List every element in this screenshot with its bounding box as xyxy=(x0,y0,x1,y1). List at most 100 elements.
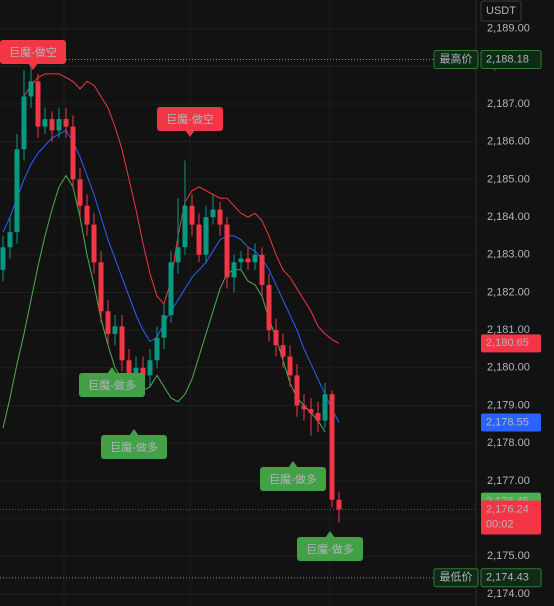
currency-button[interactable] xyxy=(480,0,522,22)
grid xyxy=(0,28,476,595)
price-tag-label: 2,178.55 xyxy=(486,416,529,428)
annotation-text: 巨魔-做多 xyxy=(306,542,354,556)
y-tick-label: 2,177.00 xyxy=(487,475,530,487)
candle-body xyxy=(35,81,41,127)
candle-body xyxy=(203,217,209,255)
candle-body xyxy=(315,413,321,421)
annotation-text: 巨魔-做多 xyxy=(110,440,158,454)
price-tag xyxy=(481,413,541,432)
annotation-box xyxy=(79,373,145,397)
annotation-box xyxy=(101,435,167,459)
annotation: 巨魔-做多 xyxy=(297,531,363,561)
annotation: 巨魔-做空 xyxy=(0,40,66,70)
candle-body xyxy=(308,409,314,414)
y-tick-label: 2,189.00 xyxy=(487,23,530,35)
candle-body xyxy=(140,367,146,376)
low_mark-value: 2,174.43 xyxy=(486,572,529,584)
indicator-line xyxy=(23,73,340,344)
y-tick-label: 2,185.00 xyxy=(487,173,530,185)
candle-body xyxy=(112,326,118,334)
candle-body xyxy=(273,330,279,346)
candle-body xyxy=(56,119,62,131)
candle-body xyxy=(0,247,6,270)
y-tick-label: 2,179.00 xyxy=(487,399,530,411)
y-tick-label: 2,183.00 xyxy=(487,249,530,261)
candle-body xyxy=(147,360,153,376)
candle-body xyxy=(329,394,335,500)
candle-body xyxy=(210,209,216,218)
annotation: 巨魔-做多 xyxy=(101,429,167,459)
annotation-pointer xyxy=(325,531,335,538)
high_mark-value: 2,188.18 xyxy=(486,53,529,65)
candle-body xyxy=(189,205,195,225)
y-tick-label: 2,180.00 xyxy=(487,362,530,374)
annotation-text: 巨魔-做多 xyxy=(269,472,317,486)
current-price-label: 2,176.24 xyxy=(486,503,529,515)
low_mark-name: 最低价 xyxy=(440,571,473,584)
low_mark-name-box xyxy=(433,568,479,588)
price-tag-label: 2,180.65 xyxy=(486,337,529,349)
candle-body xyxy=(168,262,174,316)
candle-body xyxy=(84,205,90,225)
annotation: 巨魔-做空 xyxy=(157,107,223,137)
countdown: 00:02 xyxy=(486,518,514,530)
annotation-text: 巨魔-做空 xyxy=(9,45,57,59)
candle-body xyxy=(259,254,265,285)
candle-body xyxy=(231,262,237,278)
low_mark-value-box xyxy=(480,568,542,588)
high_mark-value-box xyxy=(480,50,542,70)
price-tag xyxy=(481,334,541,353)
candle-body xyxy=(294,375,300,406)
candle-body xyxy=(70,126,76,180)
candle-body xyxy=(28,81,34,97)
candle-body xyxy=(119,326,125,361)
annotation: 巨魔-做多 xyxy=(260,461,326,491)
candle-body xyxy=(301,405,307,410)
high_mark-name: 最高价 xyxy=(440,51,473,65)
y-tick-label: 2,174.00 xyxy=(487,588,530,600)
y-tick-label: 2,175.00 xyxy=(487,550,530,562)
annotation-box xyxy=(297,537,363,561)
candle-body xyxy=(224,224,230,278)
candle-body xyxy=(77,179,83,206)
annotation-box xyxy=(0,40,66,64)
annotation-pointer xyxy=(107,367,117,374)
candle-body xyxy=(154,337,160,361)
candle-body xyxy=(14,149,20,233)
y-tick-label: 2,186.00 xyxy=(487,136,530,148)
candle-body xyxy=(287,356,293,376)
candle-body xyxy=(49,119,55,131)
annotation: 巨魔-做多 xyxy=(79,367,145,397)
candle-body xyxy=(217,209,223,225)
annotation-text: 巨魔-做多 xyxy=(88,378,136,392)
candle-body xyxy=(42,119,48,127)
candle-body xyxy=(245,258,251,263)
y-tick-label: 2,181.00 xyxy=(487,324,530,336)
candle-body xyxy=(63,119,69,127)
candle-body xyxy=(266,284,272,331)
candle-body xyxy=(196,224,202,255)
candle-body xyxy=(98,262,104,312)
annotation-pointer xyxy=(185,130,195,137)
annotation-box xyxy=(260,467,326,491)
candle-body xyxy=(175,247,181,263)
candle-body xyxy=(252,254,258,263)
y-tick-label: 2,184.00 xyxy=(487,211,530,223)
candle-body xyxy=(336,499,342,510)
high_mark-name-box xyxy=(433,50,479,70)
candle-body xyxy=(161,315,167,338)
current-price-tag xyxy=(481,500,541,535)
currency-label[interactable]: USDT xyxy=(486,5,516,17)
candle-body xyxy=(238,258,244,263)
y-tick-label: 2,187.00 xyxy=(487,98,530,110)
candle-body xyxy=(280,345,286,357)
candle-body xyxy=(21,96,27,150)
candle-body xyxy=(7,232,13,248)
annotation-pointer xyxy=(288,461,298,468)
y-tick-label: 2,182.00 xyxy=(487,286,530,298)
candle-body xyxy=(91,224,97,263)
candle-body xyxy=(322,394,328,421)
